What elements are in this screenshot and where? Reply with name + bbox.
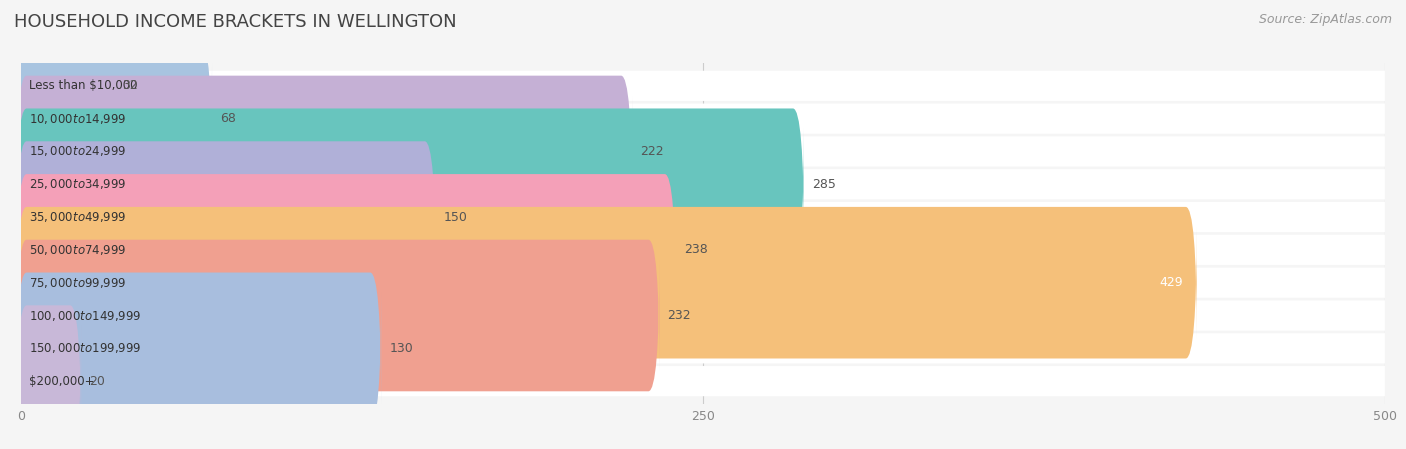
- Text: HOUSEHOLD INCOME BRACKETS IN WELLINGTON: HOUSEHOLD INCOME BRACKETS IN WELLINGTON: [14, 13, 457, 31]
- FancyBboxPatch shape: [21, 169, 1385, 199]
- FancyBboxPatch shape: [21, 235, 1385, 265]
- FancyBboxPatch shape: [15, 305, 82, 449]
- Text: $35,000 to $49,999: $35,000 to $49,999: [30, 210, 127, 224]
- FancyBboxPatch shape: [15, 43, 212, 194]
- FancyBboxPatch shape: [15, 174, 676, 326]
- Text: $75,000 to $99,999: $75,000 to $99,999: [30, 276, 127, 290]
- Text: Less than $10,000: Less than $10,000: [30, 79, 138, 92]
- Text: 238: 238: [683, 243, 707, 256]
- Text: 429: 429: [1160, 276, 1182, 289]
- Text: 150: 150: [444, 211, 468, 224]
- FancyBboxPatch shape: [21, 104, 1385, 134]
- FancyBboxPatch shape: [21, 300, 1385, 330]
- FancyBboxPatch shape: [15, 240, 659, 391]
- Text: $200,000+: $200,000+: [30, 374, 94, 387]
- Text: Source: ZipAtlas.com: Source: ZipAtlas.com: [1258, 13, 1392, 26]
- Text: 232: 232: [668, 309, 692, 322]
- Text: $150,000 to $199,999: $150,000 to $199,999: [30, 341, 142, 355]
- FancyBboxPatch shape: [21, 366, 1385, 396]
- Text: $100,000 to $149,999: $100,000 to $149,999: [30, 308, 142, 322]
- FancyBboxPatch shape: [15, 207, 1197, 358]
- Text: 32: 32: [122, 79, 138, 92]
- FancyBboxPatch shape: [15, 10, 114, 162]
- FancyBboxPatch shape: [15, 273, 381, 424]
- Text: $50,000 to $74,999: $50,000 to $74,999: [30, 243, 127, 257]
- Text: $10,000 to $14,999: $10,000 to $14,999: [30, 112, 127, 126]
- FancyBboxPatch shape: [21, 202, 1385, 232]
- Text: 20: 20: [90, 374, 105, 387]
- FancyBboxPatch shape: [15, 141, 436, 293]
- FancyBboxPatch shape: [15, 75, 633, 227]
- Text: $15,000 to $24,999: $15,000 to $24,999: [30, 145, 127, 158]
- FancyBboxPatch shape: [21, 71, 1385, 101]
- Text: 285: 285: [813, 178, 837, 191]
- FancyBboxPatch shape: [15, 109, 804, 260]
- Text: 222: 222: [640, 145, 664, 158]
- FancyBboxPatch shape: [21, 333, 1385, 363]
- Text: 130: 130: [389, 342, 413, 355]
- Text: 68: 68: [221, 112, 236, 125]
- FancyBboxPatch shape: [21, 136, 1385, 167]
- FancyBboxPatch shape: [21, 268, 1385, 298]
- Text: $25,000 to $34,999: $25,000 to $34,999: [30, 177, 127, 191]
